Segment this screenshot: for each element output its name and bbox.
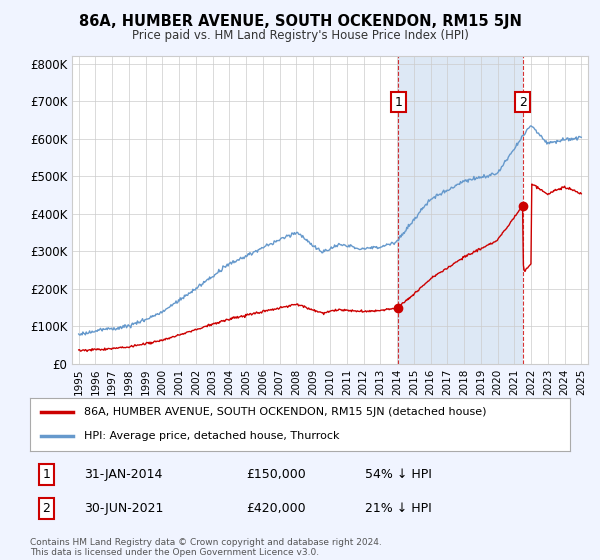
Text: 31-JAN-2014: 31-JAN-2014 bbox=[84, 468, 163, 481]
Text: 86A, HUMBER AVENUE, SOUTH OCKENDON, RM15 5JN: 86A, HUMBER AVENUE, SOUTH OCKENDON, RM15… bbox=[79, 14, 521, 29]
Text: 30-JUN-2021: 30-JUN-2021 bbox=[84, 502, 163, 515]
Text: 54% ↓ HPI: 54% ↓ HPI bbox=[365, 468, 431, 481]
Text: £420,000: £420,000 bbox=[246, 502, 305, 515]
Text: £150,000: £150,000 bbox=[246, 468, 306, 481]
Text: Contains HM Land Registry data © Crown copyright and database right 2024.
This d: Contains HM Land Registry data © Crown c… bbox=[30, 538, 382, 557]
Text: 2: 2 bbox=[42, 502, 50, 515]
Text: 21% ↓ HPI: 21% ↓ HPI bbox=[365, 502, 431, 515]
Bar bbox=[398, 56, 523, 364]
Text: 86A, HUMBER AVENUE, SOUTH OCKENDON, RM15 5JN (detached house): 86A, HUMBER AVENUE, SOUTH OCKENDON, RM15… bbox=[84, 408, 487, 418]
Text: 2: 2 bbox=[519, 96, 527, 109]
Text: HPI: Average price, detached house, Thurrock: HPI: Average price, detached house, Thur… bbox=[84, 431, 340, 441]
Text: Price paid vs. HM Land Registry's House Price Index (HPI): Price paid vs. HM Land Registry's House … bbox=[131, 29, 469, 42]
Text: 1: 1 bbox=[42, 468, 50, 481]
Text: 1: 1 bbox=[394, 96, 402, 109]
